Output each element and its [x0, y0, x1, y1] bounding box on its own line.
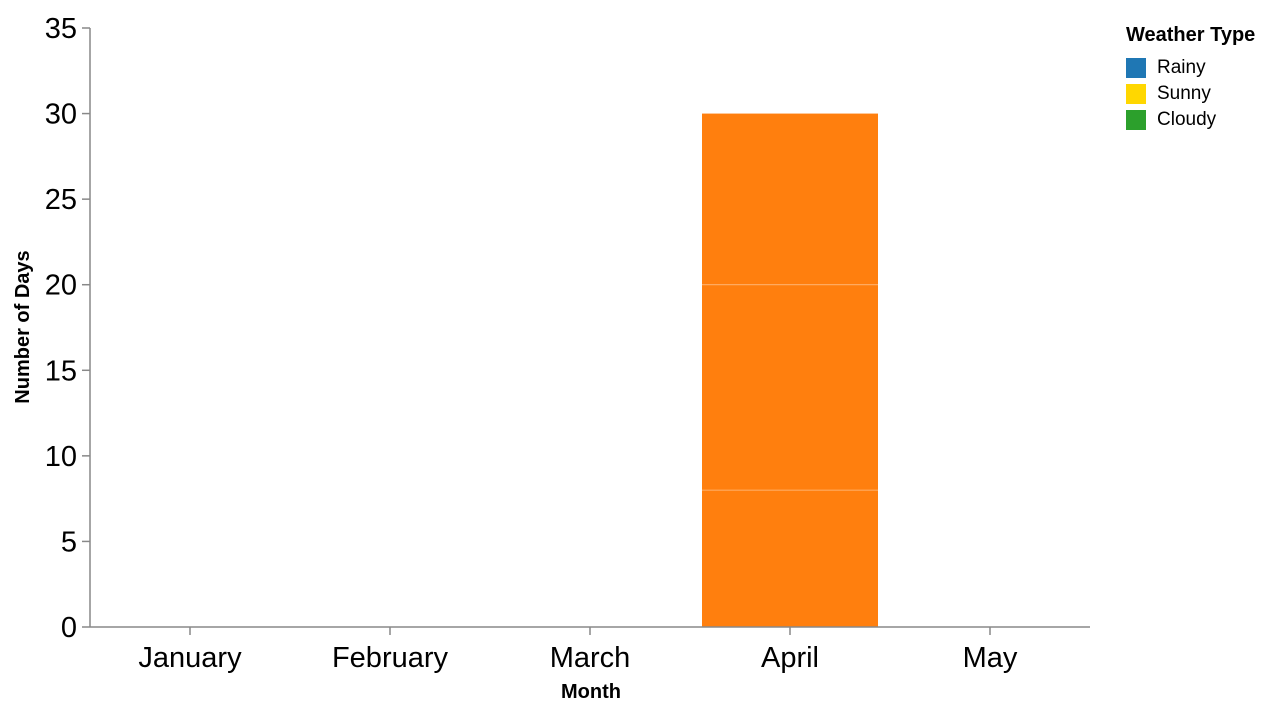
x-tick-label-march: March	[550, 642, 631, 674]
legend-swatch-sunny	[1126, 84, 1146, 104]
y-tick-label: 25	[45, 184, 77, 216]
y-tick-label: 35	[45, 13, 77, 45]
y-tick-label: 30	[45, 99, 77, 131]
legend-swatch-cloudy	[1126, 110, 1146, 130]
legend-label-rainy: Rainy	[1157, 57, 1206, 78]
y-tick-label: 20	[45, 270, 77, 302]
legend-label-cloudy: Cloudy	[1157, 109, 1217, 130]
bar-april-cloudy	[702, 113, 878, 285]
legend-title: Weather Type	[1126, 24, 1256, 46]
legend-item-cloudy: Cloudy	[1126, 107, 1255, 133]
bar-april-rainy	[702, 490, 878, 627]
y-axis: 0 5 10 15 20 25 30 35	[45, 13, 91, 644]
y-tick-label: 10	[45, 441, 77, 473]
y-axis-title: Number of Days	[12, 250, 34, 403]
x-axis-title: Month	[561, 681, 621, 703]
x-tick-label-april: April	[761, 642, 819, 674]
x-tick-label-may: May	[963, 642, 1018, 674]
y-tick-label: 15	[45, 355, 77, 387]
legend-item-sunny: Sunny	[1126, 81, 1255, 107]
legend-item-rainy: Rainy	[1126, 55, 1255, 81]
bars-group	[702, 113, 878, 627]
legend-swatch-rainy	[1126, 58, 1146, 78]
y-tick-label: 0	[61, 612, 77, 644]
x-tick-label-january: January	[138, 642, 242, 674]
x-tick-label-february: February	[332, 642, 449, 674]
legend-label-sunny: Sunny	[1157, 83, 1211, 104]
y-tick-label: 5	[61, 526, 77, 558]
bar-april-sunny	[702, 284, 878, 491]
x-axis: January February March April May	[90, 626, 1090, 674]
legend: Weather Type Rainy Sunny Cloudy	[1126, 24, 1255, 133]
